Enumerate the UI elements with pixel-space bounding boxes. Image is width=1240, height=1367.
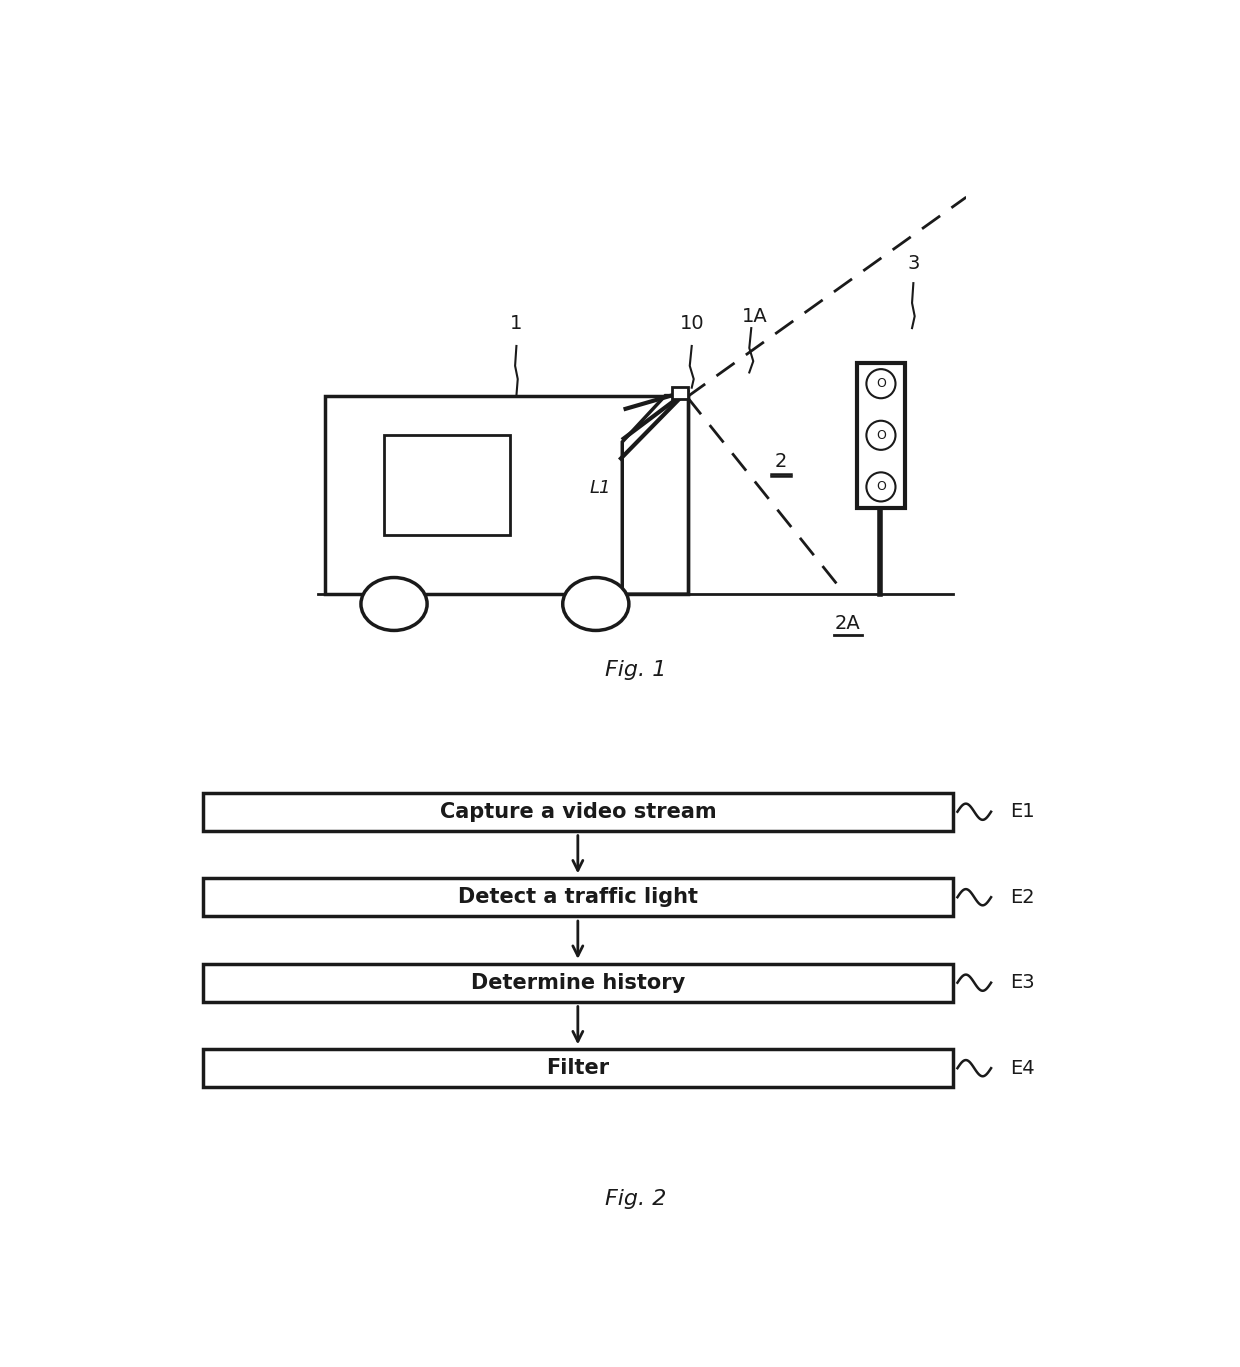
Text: E3: E3 xyxy=(1011,973,1035,992)
Text: 2: 2 xyxy=(775,452,787,472)
Text: E1: E1 xyxy=(1011,802,1035,822)
Text: O: O xyxy=(875,480,885,493)
Circle shape xyxy=(867,421,895,450)
Bar xyxy=(203,964,952,1002)
Polygon shape xyxy=(622,395,688,595)
Bar xyxy=(203,1048,952,1087)
Ellipse shape xyxy=(563,577,629,630)
Text: L1: L1 xyxy=(589,480,610,498)
Bar xyxy=(203,878,952,916)
Circle shape xyxy=(867,369,895,398)
Text: O: O xyxy=(875,377,885,390)
Text: 20: 20 xyxy=(435,476,459,495)
Text: Determine history: Determine history xyxy=(471,973,684,992)
Text: Detect a traffic light: Detect a traffic light xyxy=(458,887,698,908)
Bar xyxy=(203,793,952,831)
Text: Fig. 1: Fig. 1 xyxy=(605,660,666,681)
Text: E4: E4 xyxy=(1011,1058,1035,1077)
Text: 10: 10 xyxy=(680,314,704,332)
Bar xyxy=(857,362,905,509)
Text: 2A: 2A xyxy=(835,614,861,633)
Bar xyxy=(672,387,688,399)
Text: Filter: Filter xyxy=(547,1058,609,1079)
Text: 1A: 1A xyxy=(742,308,768,327)
Text: E2: E2 xyxy=(1011,887,1035,906)
Text: 3: 3 xyxy=(908,254,920,273)
Text: 1: 1 xyxy=(510,314,522,332)
Circle shape xyxy=(867,473,895,502)
Bar xyxy=(325,395,688,595)
Text: O: O xyxy=(875,429,885,442)
Bar xyxy=(384,435,510,534)
Ellipse shape xyxy=(361,577,427,630)
Text: Fig. 2: Fig. 2 xyxy=(605,1189,666,1208)
Text: Capture a video stream: Capture a video stream xyxy=(439,801,717,822)
